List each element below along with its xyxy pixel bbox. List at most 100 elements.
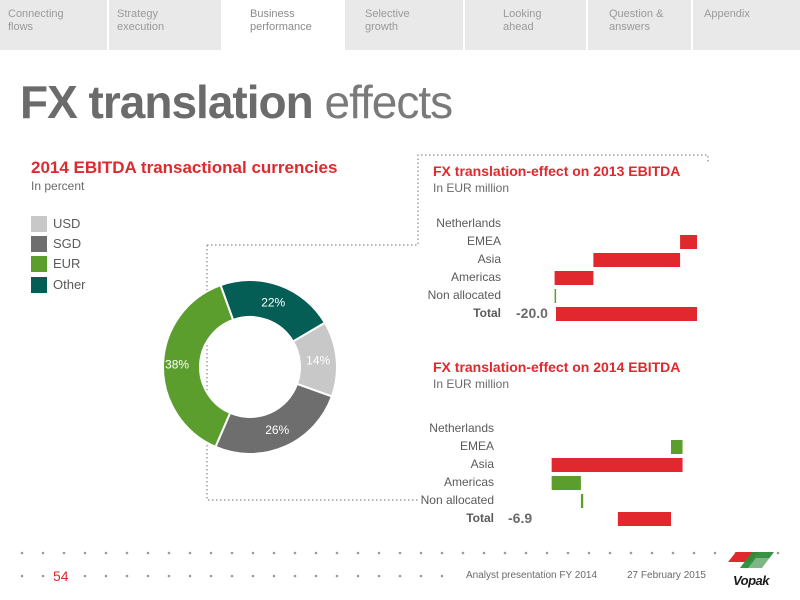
legend-label-eur: EUR — [53, 256, 81, 271]
bar-label-total: Total — [466, 511, 494, 525]
donut-slice-eur — [162, 283, 235, 449]
legend-swatch-other — [31, 277, 47, 293]
nav-tabs: Connecting flows Strategy execution Busi… — [0, 0, 800, 50]
donut-label-other: 22% — [261, 296, 285, 310]
bar-asia — [551, 458, 683, 472]
footer-dot — [230, 551, 234, 555]
bar-label-americas: Americas — [450, 270, 501, 284]
bar-chart-2013-title: FX translation-effect on 2013 EBITDA — [433, 163, 681, 179]
footer-dot — [524, 551, 528, 555]
donut-label-sgd: 26% — [265, 423, 289, 437]
footer-dot — [608, 551, 612, 555]
bar-label-asia: Asia — [477, 252, 501, 266]
footer-dot — [440, 574, 444, 578]
footer-dot — [440, 551, 444, 555]
tab-question-answers[interactable]: Question & answers — [588, 0, 691, 50]
footer-dot — [83, 574, 87, 578]
bar-label-emea: EMEA — [459, 439, 494, 453]
bar-label-asia: Asia — [470, 457, 494, 471]
tab-connecting-flows[interactable]: Connecting flows — [0, 0, 107, 50]
footer-dot — [314, 574, 318, 578]
footer-dot — [251, 551, 255, 555]
footer-dot — [377, 551, 381, 555]
bar-emea — [680, 235, 697, 249]
footer-dot — [41, 574, 45, 578]
footer-dot — [230, 574, 234, 578]
footer-dot — [41, 551, 45, 555]
footer-dot — [251, 574, 255, 578]
legend-swatch-eur — [31, 256, 47, 272]
bar-emea — [671, 440, 683, 454]
footer-dot — [125, 574, 129, 578]
tab-selective-growth[interactable]: Selective growth — [345, 0, 463, 50]
bar-label-non-allocated: Non allocated — [420, 493, 494, 507]
bar-label-netherlands: Netherlands — [436, 216, 501, 230]
footer-dot — [482, 551, 486, 555]
tab-business-performance[interactable]: Business performance — [223, 0, 343, 50]
footer-dot — [461, 551, 465, 555]
footer-dot — [272, 551, 276, 555]
footer-dot — [356, 551, 360, 555]
vopak-logo-text: Vopak — [732, 573, 770, 588]
footer-dot — [377, 574, 381, 578]
bar-label-total: Total — [473, 306, 501, 320]
bar-total — [617, 512, 671, 526]
connector-upper — [207, 154, 709, 246]
donut-slice-sgd — [214, 382, 334, 455]
footer-dot — [104, 574, 108, 578]
footer-dot — [356, 574, 360, 578]
tab-appendix[interactable]: Appendix — [693, 0, 800, 50]
footer-dot — [146, 551, 150, 555]
bar-chart-2014-title: FX translation-effect on 2014 EBITDA — [433, 359, 681, 375]
bar-non-allocated — [554, 289, 557, 303]
bar-americas — [554, 271, 594, 285]
donut-label-eur: 38% — [165, 358, 189, 372]
bar-chart-2014-total-value: -6.9 — [508, 510, 533, 526]
donut-chart-title: 2014 EBITDA transactional currencies — [31, 158, 338, 177]
bar-label-americas: Americas — [443, 475, 494, 489]
footer-dot — [20, 551, 24, 555]
legend-swatch-sgd — [31, 236, 47, 252]
footer-dot — [314, 551, 318, 555]
footer-dot — [188, 551, 192, 555]
page-number: 54 — [53, 568, 69, 584]
footer-presentation-title: Analyst presentation FY 2014 — [466, 570, 598, 581]
footer-dot — [293, 551, 297, 555]
tab-strategy-execution[interactable]: Strategy execution — [109, 0, 221, 50]
footer-dot — [335, 551, 339, 555]
bar-label-non-allocated: Non allocated — [427, 288, 501, 302]
footer-dot — [713, 551, 717, 555]
bar-label-netherlands: Netherlands — [429, 421, 494, 435]
footer-dot — [62, 551, 66, 555]
footer-dot — [398, 574, 402, 578]
footer-dot — [293, 574, 297, 578]
footer-dot — [146, 574, 150, 578]
footer-date: 27 February 2015 — [627, 570, 706, 581]
footer-dot — [20, 574, 24, 578]
bar-chart-2014-subtitle: In EUR million — [433, 377, 510, 391]
vopak-logo: Vopak — [722, 548, 780, 588]
footer-dot — [776, 551, 780, 555]
footer-dot — [272, 574, 276, 578]
legend-label-sgd: SGD — [53, 236, 82, 251]
page-title-light: effects — [312, 76, 453, 128]
donut-label-usd: 14% — [306, 354, 330, 368]
vopak-logo-mark — [728, 552, 774, 568]
footer-dot — [419, 574, 423, 578]
footer-dot — [545, 551, 549, 555]
footer-dot — [125, 551, 129, 555]
page-title: FX translation effects — [20, 74, 453, 130]
bar-non-allocated — [580, 494, 584, 508]
footer-dot — [398, 551, 402, 555]
footer-dot — [335, 574, 339, 578]
donut-chart-subtitle: In percent — [31, 179, 85, 193]
tab-looking-ahead[interactable]: Looking ahead — [465, 0, 586, 50]
footer-dot — [629, 551, 633, 555]
footer-dot — [104, 551, 108, 555]
footer-dot — [671, 551, 675, 555]
footer-dot — [188, 574, 192, 578]
legend-label-usd: USD — [53, 216, 81, 231]
